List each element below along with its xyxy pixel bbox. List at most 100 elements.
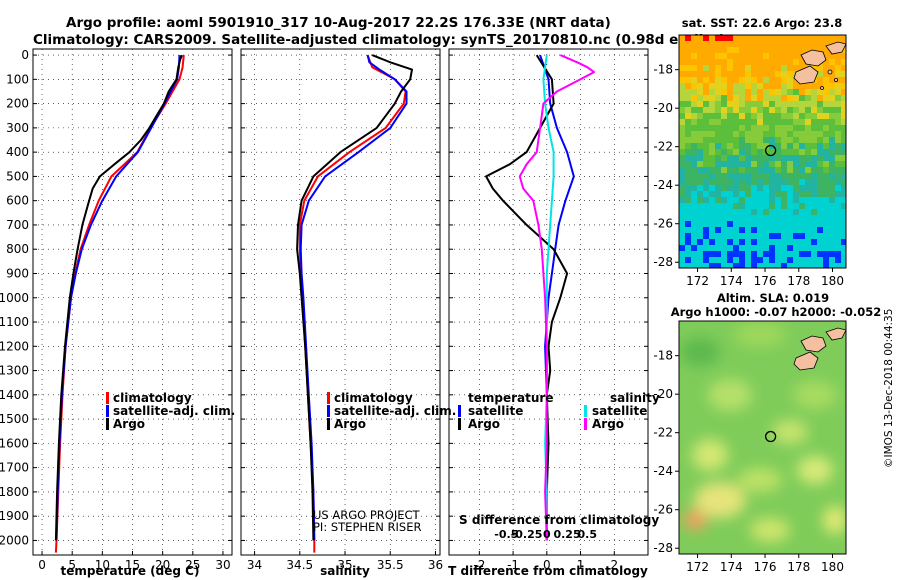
sst-cell [679,41,685,47]
sst-cell [829,71,835,77]
sst-cell [811,143,817,149]
sst-cell [697,221,703,227]
sst-cell [757,173,763,179]
sst-cell [841,119,846,125]
sst-cell [775,179,781,185]
sst-cell [793,35,799,41]
sst-cell [769,155,775,161]
sst-cell [763,89,769,95]
sst-cell [793,113,799,119]
sst-cell [721,125,727,131]
sst-cell [757,263,763,268]
sst-cell [823,215,829,221]
sst-cell [811,173,817,179]
difference-xlabel: T difference from climatology [448,564,648,578]
sst-cell [793,233,799,239]
sst-cell [745,263,751,268]
sst-cell [685,185,691,191]
sst-cell [763,179,769,185]
sst-cell [733,179,739,185]
sst-cell [757,77,763,83]
sst-cell [739,221,745,227]
sst-cell [715,257,721,263]
sst-cell [691,251,697,257]
sst-cell [835,245,841,251]
x-tick-label: -2 [473,558,485,572]
sst-cell [829,137,835,143]
series-line-argo [296,54,413,541]
sst-cell [835,83,841,89]
sst-cell [811,119,817,125]
sst-cell [703,59,709,65]
sst-cell [829,227,835,233]
sst-cell [691,113,697,119]
sst-cell [835,215,841,221]
sst-cell [697,197,703,203]
sst-cell [697,203,703,209]
sst-cell [817,47,823,53]
sst-cell [727,263,733,268]
sst-cell [805,155,811,161]
sst-cell [841,95,846,101]
sst-cell [691,191,697,197]
sst-cell [709,167,715,173]
sst-cell [703,227,709,233]
sst-cell [721,77,727,83]
sst-cell [793,203,799,209]
sst-cell [775,83,781,89]
sst-cell [757,59,763,65]
sst-cell [835,131,841,137]
sst-cell [793,143,799,149]
sst-cell [841,227,846,233]
sst-cell [703,119,709,125]
sst-cell [679,215,685,221]
sst-cell [721,35,727,41]
sst-cell [739,113,745,119]
sst-cell [703,101,709,107]
sst-cell [793,41,799,47]
sst-cell [679,119,685,125]
sst-cell [757,89,763,95]
sst-cell [745,131,751,137]
sst-cell [781,35,787,41]
sst-cell [763,155,769,161]
sst-cell [733,47,739,53]
sst-cell [715,173,721,179]
depth-tick-label: 700 [6,218,29,232]
sst-cell [811,89,817,95]
sst-cell [811,203,817,209]
sst-cell [709,41,715,47]
sst-cell [709,47,715,53]
sst-cell [817,41,823,47]
sst-cell [679,227,685,233]
sst-cell [751,149,757,155]
sst-cell [685,83,691,89]
sst-cell [823,77,829,83]
sst-cell [751,197,757,203]
x-tick-label: 2 [610,558,618,572]
sst-cell [823,65,829,71]
sst-cell [775,113,781,119]
sst-cell [721,149,727,155]
sst-cell [685,137,691,143]
sst-cell [739,239,745,245]
sst-cell [769,245,775,251]
sst-cell [751,203,757,209]
sst-cell [817,185,823,191]
sst-cell [721,71,727,77]
sst-cell [739,191,745,197]
sst-cell [709,119,715,125]
sst-cell [709,143,715,149]
map-y-tick-label: -18 [653,63,673,77]
sst-cell [721,53,727,59]
sst-cell [715,107,721,113]
sst-cell [799,35,805,41]
sst-cell [739,95,745,101]
sst-cell [739,53,745,59]
sst-cell [733,203,739,209]
sst-cell [793,173,799,179]
sst-cell [739,257,745,263]
sst-cell [727,215,733,221]
sst-cell [691,155,697,161]
sst-cell [721,107,727,113]
